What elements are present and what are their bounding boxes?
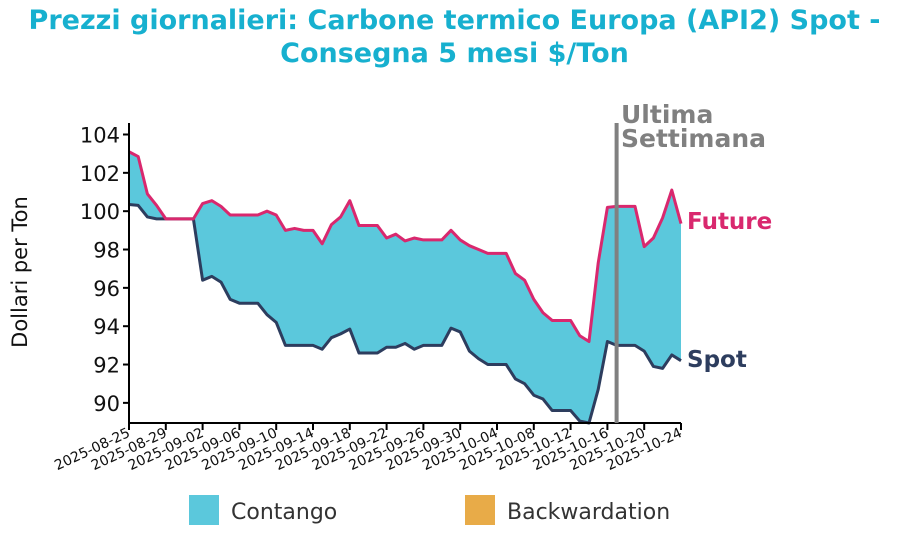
- annotation-line-1: Ultima: [621, 100, 713, 129]
- future-label: Future: [687, 209, 772, 235]
- y-tick-label: 104: [80, 124, 120, 148]
- contango-area: [129, 151, 681, 423]
- y-tick-label: 94: [93, 315, 120, 339]
- spot-label: Spot: [687, 347, 747, 373]
- y-tick-label: 98: [93, 239, 120, 263]
- y-tick-label: 92: [93, 354, 120, 378]
- title-line-2: Consegna 5 mesi $/Ton: [280, 38, 629, 69]
- legend-label-backwardation: Backwardation: [507, 500, 670, 525]
- legend-label-contango: Contango: [231, 500, 337, 525]
- y-tick-label: 102: [80, 162, 120, 186]
- future-line: [128, 150, 683, 344]
- y-tick-label: 100: [80, 200, 120, 224]
- legend-swatch-backwardation: [465, 495, 495, 525]
- y-tick-label: 96: [93, 277, 120, 301]
- y-axis-label: Dollari per Ton: [8, 196, 32, 348]
- chart-title: Prezzi giornalieri: Carbone termico Euro…: [0, 4, 909, 70]
- title-line-1: Prezzi giornalieri: Carbone termico Euro…: [28, 5, 881, 36]
- legend-swatch-contango: [189, 495, 219, 525]
- y-tick-label: 90: [93, 392, 120, 416]
- annotation-line-2: Settimana: [621, 124, 766, 153]
